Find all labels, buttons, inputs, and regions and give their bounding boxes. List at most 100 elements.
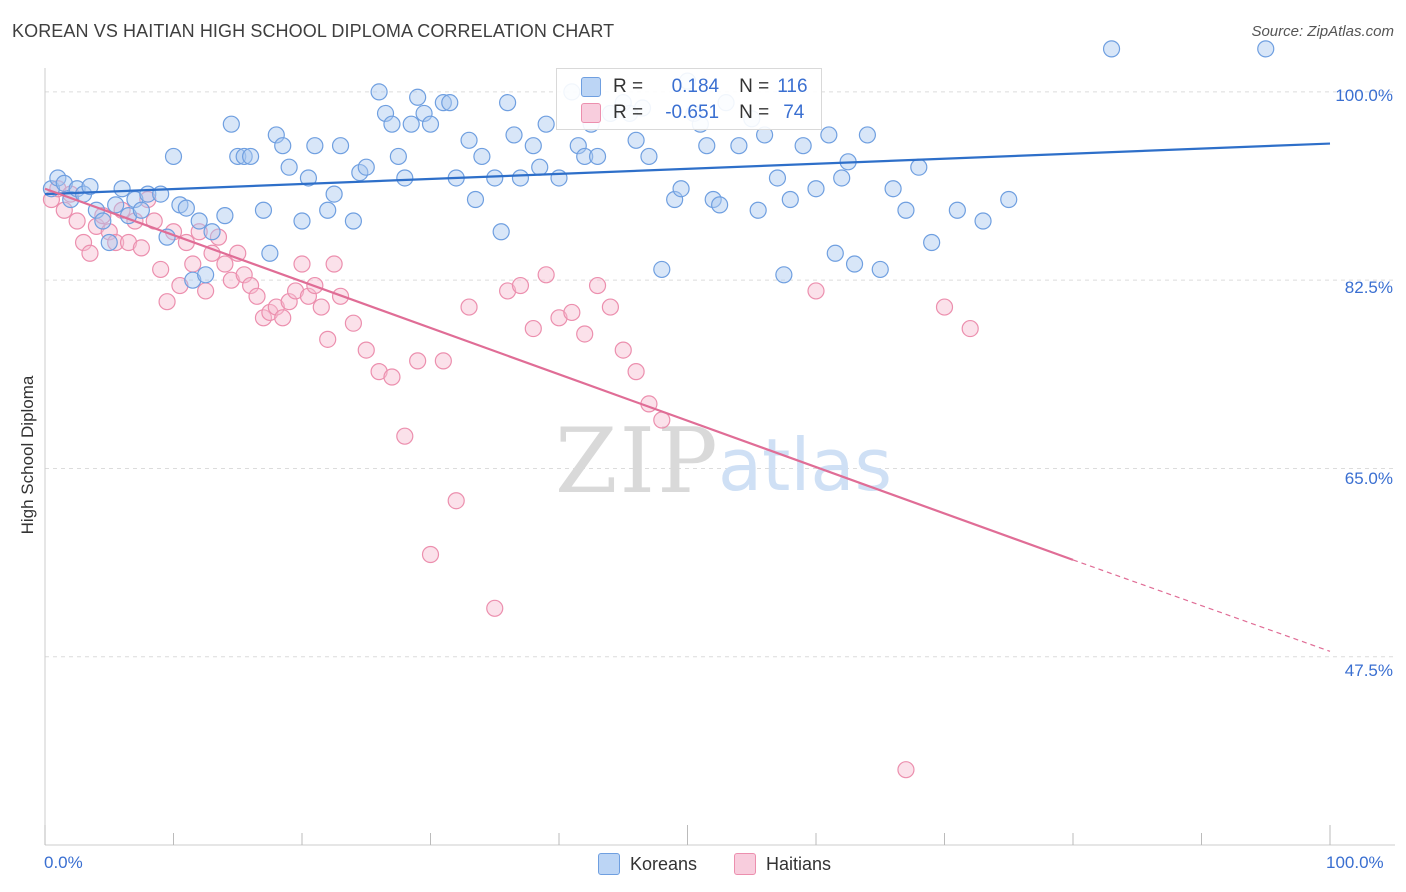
korean-point [460,131,478,149]
korean-point [974,212,992,230]
korean-point [730,137,748,155]
haitian-point [627,363,645,381]
bottom-legend-swatch-haitians [734,853,756,875]
korean-point [242,147,260,166]
korean-point [640,147,658,166]
haitian-point [286,282,305,300]
legend-n-label: N = [739,102,770,123]
bottom-legend-label-haitians: Haitians [766,853,832,874]
korean-point [94,212,112,230]
korean-point [376,104,395,123]
korean-point [537,115,555,133]
korean-point [910,158,928,176]
korean-point [884,180,902,198]
haitian-point [434,352,452,370]
korean-point [177,199,195,217]
korean-point [698,137,716,155]
korean-point [897,201,915,219]
korean-point [55,174,73,192]
watermark-atlas: atlas [718,423,892,507]
haitian-point [203,244,221,262]
korean-point [113,180,131,198]
haitian-point [184,255,202,273]
haitian-point [409,352,427,370]
haitian-point [222,271,240,289]
korean-point [184,271,202,289]
korean-point [293,212,311,230]
legend-swatch-koreans [581,77,601,97]
korean-point [768,169,787,187]
legend-n-label: N = [739,76,770,97]
grid-lines [45,91,1395,658]
haitian-point [248,287,266,305]
y-tick-label: 82.5% [1344,278,1393,297]
korean-point [396,169,414,187]
korean-point [1000,190,1018,209]
korean-point [569,137,587,155]
source-label: Source: ZipAtlas.com [1251,23,1394,40]
korean-point [505,126,523,144]
legend-n-value: 116 [777,76,808,97]
korean-point [820,126,838,144]
korean-point [486,169,504,187]
korean-point [197,266,215,284]
haitian-point [197,282,215,300]
haitian-point [537,266,555,284]
korean-point [948,201,966,219]
haitian-point [383,368,401,386]
legend-r-label: R = [613,102,644,123]
korean-point [576,147,594,166]
haitian-point [55,201,73,219]
korean-point [254,201,273,219]
haitian-point [235,266,253,284]
koreans-points [42,40,1275,289]
haitian-point [588,276,607,295]
bottom-legend-swatch-koreans [598,853,620,875]
haitian-point [107,233,125,252]
korean-point [344,212,362,230]
haitian-point [357,341,375,359]
korean-point [267,126,285,144]
korean-point [845,255,864,273]
haitian-point [511,276,530,295]
legend-r-value: -0.651 [665,102,720,123]
korean-point [299,169,318,187]
haitian-point [152,260,170,279]
korean-point [653,260,671,279]
haitian-point [293,255,311,273]
haitian-point [344,314,362,332]
korean-point [1257,40,1275,58]
haitian-point [601,298,620,316]
korean-point [415,104,433,123]
korean-point [132,201,150,219]
korean-point [370,83,388,101]
haitian-point [68,212,86,230]
korean-point [235,147,253,166]
haitian-point [807,282,825,300]
haitian-point [370,363,388,381]
bottom-legend-haitians[interactable]: Haitians [734,852,831,876]
korean-point [588,147,607,166]
korean-point [473,147,491,166]
haitian-point [158,293,176,311]
korean-point [164,147,183,166]
korean-point [511,169,530,187]
watermark-zip: ZIP [555,409,720,514]
korean-point [672,180,690,198]
y-tick-label: 65.0% [1344,469,1393,488]
haitian-point [550,309,568,327]
axes [44,68,1395,846]
bottom-legend-koreans[interactable]: Koreans [598,852,697,876]
korean-point [261,244,279,262]
legend-swatch-haitians [581,103,601,123]
korean-point [441,94,459,112]
legend-row-koreans: R = 0.184 N = 116 [581,75,808,99]
korean-point [466,190,485,209]
correlation-legend: R = 0.184 N = 116 R = -0.651 N = 74 [556,68,822,130]
haitian-point [325,255,343,273]
korean-point [524,137,542,155]
legend-r-value: 0.184 [671,76,720,97]
legend-r-label: R = [613,76,644,97]
legend-n-value: 74 [783,102,805,123]
